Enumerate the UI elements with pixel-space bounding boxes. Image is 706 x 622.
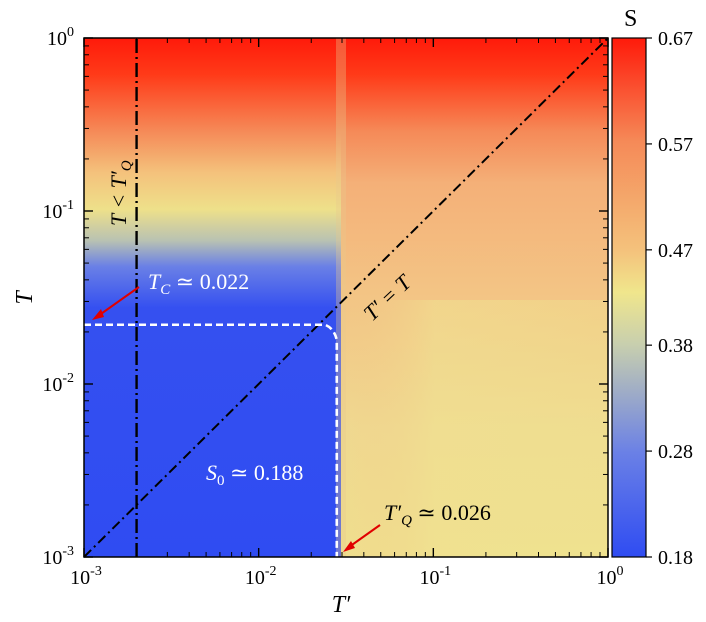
colorbar-tick-label-5: 0.67 — [658, 28, 693, 50]
tq-arrow — [348, 524, 381, 548]
x-tick-label-0: 10-3 — [70, 564, 102, 589]
colorbar-tick-label-2: 0.38 — [658, 335, 693, 357]
colorbar-title: S — [624, 6, 637, 32]
colorbar — [611, 37, 647, 558]
tc-annotation: TC ≃ 0.022 — [148, 269, 249, 298]
heatmap-right-tint — [341, 300, 608, 557]
tq-annotation: T′Q ≃ 0.026 — [384, 500, 491, 529]
y-tick-label-0: 10-3 — [42, 544, 74, 569]
x-tick-label-2: 10-1 — [419, 564, 451, 589]
y-tick-label-3: 100 — [47, 25, 74, 50]
y-tick-label-1: 10-2 — [42, 371, 74, 396]
colorbar-tick-label-1: 0.28 — [658, 441, 693, 463]
diagonal-line — [83, 37, 609, 558]
tq-arrowhead — [343, 541, 355, 552]
tc-arrowhead — [92, 309, 104, 320]
colorbar-ticks: 0.18 0.28 0.38 0.47 0.57 0.67 — [646, 28, 693, 569]
x-tick-label-1: 10-2 — [245, 564, 277, 589]
heatmap-field — [84, 38, 608, 557]
colorbar-tick-label-3: 0.47 — [658, 240, 693, 262]
heatmap-transition-band — [336, 38, 346, 557]
vert-annotation: T < T′Q — [106, 160, 135, 226]
x-axis-label: T′ — [332, 592, 351, 618]
y-axis-ticks: 10-3 10-2 10-1 100 — [42, 25, 608, 569]
tc-arrow — [97, 286, 140, 317]
heatmap-left-region — [84, 38, 344, 557]
x-axis-ticks: 10-3 10-2 10-1 100 — [70, 38, 624, 589]
s0-annotation: S0 ≃ 0.188 — [206, 460, 303, 489]
plot-frame — [83, 37, 609, 558]
y-axis-label: T — [12, 290, 38, 305]
colorbar-tick-label-0: 0.18 — [658, 547, 693, 569]
y-tick-label-2: 10-1 — [42, 198, 74, 223]
colorbar-tick-label-4: 0.57 — [658, 134, 693, 156]
x-tick-label-3: 100 — [597, 564, 624, 589]
